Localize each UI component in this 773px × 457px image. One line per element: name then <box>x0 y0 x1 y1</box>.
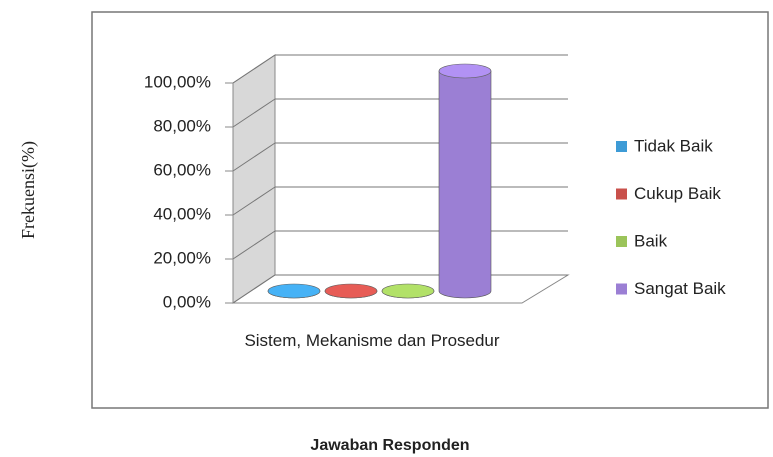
grid-line-side <box>232 54 276 84</box>
bar <box>267 283 321 299</box>
legend-swatch <box>616 188 627 200</box>
legend-label: Cukup Baik <box>634 184 721 203</box>
grid-line-side <box>232 186 276 216</box>
y-tick-label: 60,00% <box>153 160 211 179</box>
bar <box>324 283 378 299</box>
grid-line-side <box>232 274 276 304</box>
legend-label: Sangat Baik <box>634 279 726 298</box>
legend-swatch <box>616 141 627 152</box>
legend-swatch <box>616 283 627 295</box>
legend-swatch <box>616 236 627 247</box>
x-tick-label: Sistem, Mekanisme dan Prosedur <box>244 331 500 350</box>
y-tick-label: 40,00% <box>153 204 211 223</box>
chart-frame <box>91 11 769 409</box>
bar <box>438 63 492 299</box>
legend-label: Tidak Baik <box>634 136 713 155</box>
grid-line-side <box>232 230 276 260</box>
y-tick-label: 80,00% <box>153 116 211 135</box>
y-tick-label: 0,00% <box>163 292 211 311</box>
y-tick-label: 20,00% <box>153 248 211 267</box>
side-wall <box>232 54 276 304</box>
y-axis-title: Frekuensi(%) <box>18 141 39 239</box>
x-axis-title: Jawaban Responden <box>310 437 469 454</box>
legend-label: Baik <box>634 231 668 250</box>
y-tick-label: 100,00% <box>144 72 211 91</box>
grid-line-side <box>232 98 276 128</box>
grid-line-side <box>232 142 276 172</box>
bar <box>381 283 435 299</box>
